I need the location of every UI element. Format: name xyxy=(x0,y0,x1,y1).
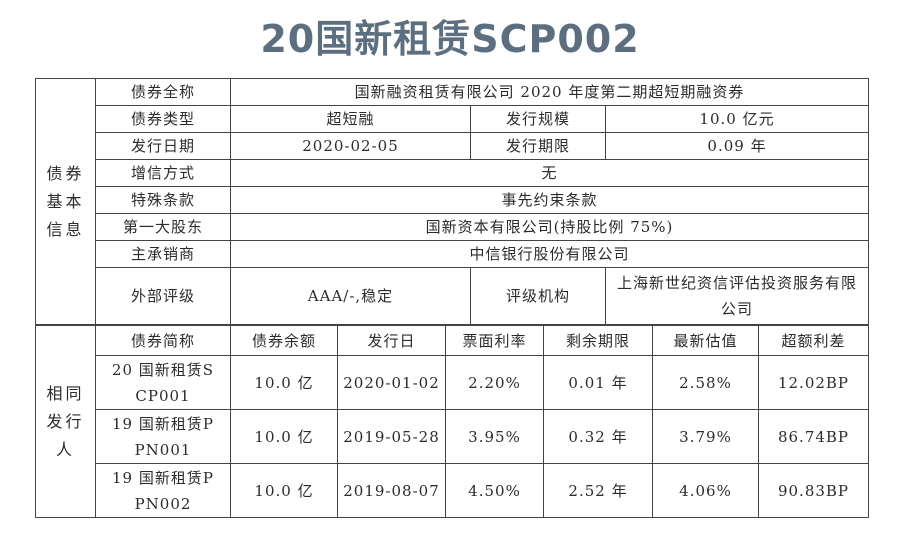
table-cell: 10.0 亿 xyxy=(230,409,338,464)
column-header: 超额利差 xyxy=(758,325,869,356)
field-value: 国新融资租赁有限公司 2020 年度第二期超短期融资券 xyxy=(230,78,869,106)
field-label: 第一大股东 xyxy=(95,213,231,241)
field-value: 0.09 年 xyxy=(605,132,869,160)
table-cell: 2020-01-02 xyxy=(337,355,446,410)
table-row: 主承销商 中信银行股份有限公司 xyxy=(36,240,869,268)
table-row: 特殊条款 事先约束条款 xyxy=(36,186,869,214)
table-cell: 10.0 亿 xyxy=(230,355,338,410)
column-header: 债券余额 xyxy=(230,325,338,356)
table-row: 增信方式无 xyxy=(36,159,869,187)
table-row: 19 国新租赁PPN001 10.0 亿 2019-05-28 3.95% 0.32 年… xyxy=(36,409,869,464)
table-row: 20 国新租赁SCP001 10.0 亿 2020-01-02 2.20% 0.01 年… xyxy=(36,355,869,410)
title: 20国新租赁SCP002 xyxy=(260,17,640,61)
table-cell: 2019-08-07 xyxy=(337,463,446,518)
column-header: 剩余期限 xyxy=(543,325,653,356)
table-cell: 0.32 年 xyxy=(543,409,653,464)
table-row: 债券类型 超短融 发行规模 10.0 亿元 xyxy=(36,105,869,133)
field-value: 无 xyxy=(230,159,869,187)
field-label: 发行规模 xyxy=(470,105,606,133)
table-cell: 3.79% xyxy=(652,409,759,464)
table-row: 第一大股东 国新资本有限公司(持股比例 75%) xyxy=(36,213,869,241)
section-label: 债券基本信息 xyxy=(35,78,96,325)
field-label: 债券全称 xyxy=(95,78,231,106)
field-label: 增信方式 xyxy=(95,159,231,187)
table-cell: 20 国新租赁SCP001 xyxy=(95,355,231,410)
section-label: 相同发行人 xyxy=(35,325,96,518)
field-value: 国新资本有限公司(持股比例 75%) xyxy=(230,213,869,241)
column-header: 票面利率 xyxy=(445,325,544,356)
table-row: 发行日期 2020-02-05 发行期限 0.09 年 xyxy=(36,132,869,160)
header-row: 相同发行人 债券简称 债券余额 发行日 票面利率 剩余期限 最新估值 超额利差 xyxy=(35,325,869,518)
table-cell: 2.58% xyxy=(652,355,759,410)
table-cell: 90.83BP xyxy=(758,463,869,518)
table-cell: 2.52 年 xyxy=(543,463,653,518)
table-row: 外部评级 AAA/-,稳定 评级机构 上海新世纪资信评估投资服务有限公司 xyxy=(36,267,869,325)
column-header: 发行日 xyxy=(337,325,446,356)
section-label-text: 债券基本信息 xyxy=(46,163,85,239)
table-row: 19 国新租赁PPN002 10.0 亿 2019-08-07 4.50% 2.52 年… xyxy=(36,463,869,518)
field-value: 上海新世纪资信评估投资服务有限公司 xyxy=(605,267,869,325)
table-cell: 10.0 亿 xyxy=(230,463,338,518)
field-label: 外部评级 xyxy=(95,267,231,325)
table-cell: 0.01 年 xyxy=(543,355,653,410)
table-cell: 86.74BP xyxy=(758,409,869,464)
table-cell: 2019-05-28 xyxy=(337,409,446,464)
field-label: 主承销商 xyxy=(95,240,231,268)
field-value: AAA/-,稳定 xyxy=(230,267,471,325)
field-label: 评级机构 xyxy=(470,267,606,325)
field-value: 超短融 xyxy=(230,105,471,133)
field-label: 发行日期 xyxy=(95,132,231,160)
table-row: 债券基本信息 债券全称 国新融资租赁有限公司 2020 年度第二期超短期融资券 xyxy=(35,78,869,325)
field-value: 10.0 亿元 xyxy=(605,105,869,133)
table-cell: 3.95% xyxy=(445,409,544,464)
field-value: 2020-02-05 xyxy=(230,132,471,160)
field-label: 债券类型 xyxy=(95,105,231,133)
table-cell: 4.50% xyxy=(445,463,544,518)
column-header: 债券简称 xyxy=(95,325,231,356)
basic-info-table: 债券基本信息 债券全称 国新融资租赁有限公司 2020 年度第二期超短期融资券 债券类… xyxy=(35,78,869,325)
section-label-text: 相同发行人 xyxy=(46,383,85,459)
field-value: 事先约束条款 xyxy=(230,186,869,214)
field-value: 中信银行股份有限公司 xyxy=(230,240,869,268)
table-cell: 2.20% xyxy=(445,355,544,410)
field-label: 发行期限 xyxy=(470,132,606,160)
table-cell: 19 国新租赁PPN001 xyxy=(95,409,231,464)
column-header: 最新估值 xyxy=(652,325,759,356)
table-cell: 4.06% xyxy=(652,463,759,518)
table-cell: 12.02BP xyxy=(758,355,869,410)
field-label: 特殊条款 xyxy=(95,186,231,214)
table-cell: 19 国新租赁PPN002 xyxy=(95,463,231,518)
same-issuer-table: 相同发行人 债券简称 债券余额 发行日 票面利率 剩余期限 最新估值 超额利差 20 国新租赁S… xyxy=(35,325,869,518)
